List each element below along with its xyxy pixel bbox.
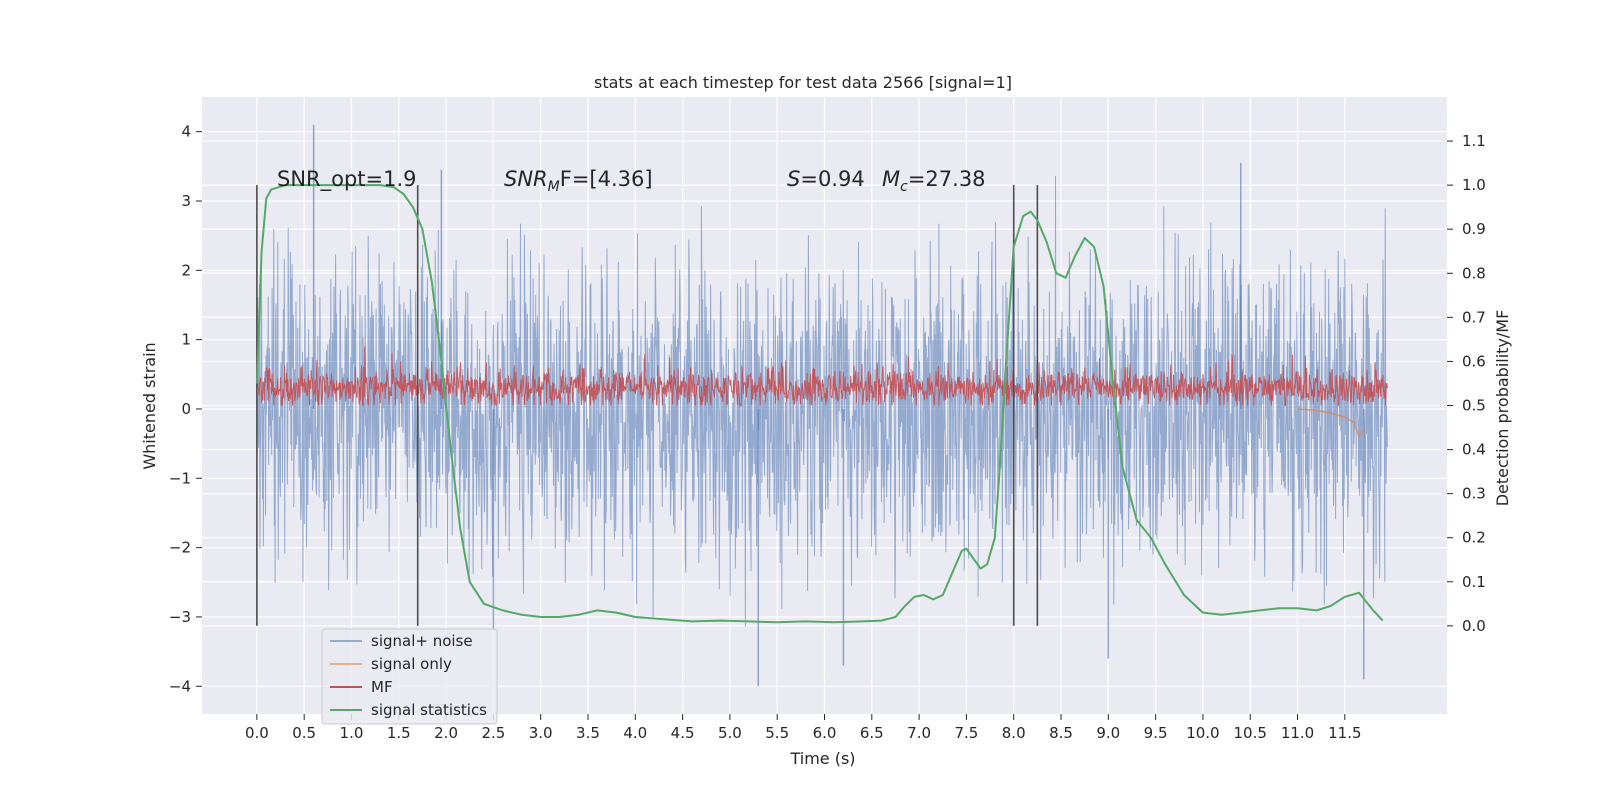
x-tick-label: 6.0 <box>813 724 837 742</box>
x-tick-label: 3.5 <box>576 724 600 742</box>
y-tick-label-left: 2 <box>181 261 191 279</box>
legend-label-signal-statistics: signal statistics <box>371 701 487 719</box>
x-tick-label: 10.5 <box>1234 724 1267 742</box>
s-label: S <box>787 167 800 191</box>
y-tick-label-left: −3 <box>169 608 191 626</box>
x-tick-label: 1.0 <box>340 724 364 742</box>
x-tick-label: 11.5 <box>1328 724 1361 742</box>
s-annotation: S=0.94 <box>787 167 865 191</box>
y-tick-label-right: 0.7 <box>1462 308 1486 326</box>
x-tick-label: 6.5 <box>860 724 884 742</box>
snr-mf-main: SNR <box>504 167 548 191</box>
x-tick-label: 5.0 <box>718 724 742 742</box>
snr-mf-annotation: SNRMF=[4.36] <box>504 167 653 195</box>
series-signal-only <box>1297 408 1365 439</box>
legend-label-mf: MF <box>371 678 393 696</box>
y-tick-label-right: 0.2 <box>1462 529 1486 547</box>
x-tick-label: 10.0 <box>1186 724 1219 742</box>
y-tick-label-right: 0.8 <box>1462 264 1486 282</box>
y-tick-label-left: −2 <box>169 539 191 557</box>
y-axis-left-label: Whitened strain <box>140 342 159 469</box>
y-tick-label-right: 1.0 <box>1462 176 1486 194</box>
y-tick-label-right: 0.6 <box>1462 352 1486 370</box>
y-axis-right-label: Detection probability/MF <box>1493 310 1512 507</box>
snr-mf-tail: F=[4.36] <box>560 167 653 191</box>
mc-label: M <box>882 167 900 191</box>
y-tick-label-right: 0.5 <box>1462 397 1486 415</box>
snr-mf-sub: M <box>548 179 560 195</box>
x-tick-label: 2.0 <box>434 724 458 742</box>
series-signal-statistics <box>255 184 1384 624</box>
y-tick-label-left: 1 <box>181 331 191 349</box>
x-tick-label: 8.5 <box>1049 724 1073 742</box>
x-tick-label: 9.5 <box>1144 724 1168 742</box>
legend: signal+ noise signal only MF signal stat… <box>321 628 498 725</box>
y-tick-label-right: 0.1 <box>1462 573 1486 591</box>
y-axis-left-ticks: 4 3 2 1 0 −1 −2 −3 −4 <box>169 123 202 695</box>
signal-only-trace <box>1297 408 1365 439</box>
snr-opt-annotation: SNR_opt=1.9 <box>277 167 417 192</box>
legend-box <box>321 628 498 725</box>
x-tick-label: 11.0 <box>1281 724 1314 742</box>
x-tick-label: 5.5 <box>765 724 789 742</box>
x-axis-ticks: 0.0 0.5 1.0 1.5 2.0 2.5 3.0 3.5 4.0 4.5 5.0 5.5 6.0 6… <box>245 714 1362 742</box>
y-tick-label-left: 3 <box>181 192 191 210</box>
y-tick-label-left: −1 <box>169 469 191 487</box>
x-tick-label: 9.0 <box>1096 724 1120 742</box>
x-tick-label: 0.5 <box>292 724 316 742</box>
x-tick-label: 4.0 <box>623 724 647 742</box>
signal-noise-trace <box>256 176 1388 627</box>
y-tick-label-right: 0.9 <box>1462 220 1486 238</box>
y-tick-label-right: 0.0 <box>1462 617 1486 635</box>
y-tick-label-right: 0.4 <box>1462 441 1486 459</box>
x-tick-label: 4.5 <box>671 724 695 742</box>
x-axis-label: Time (s) <box>789 749 855 768</box>
x-tick-label: 2.5 <box>481 724 505 742</box>
y-tick-label-left: 0 <box>181 400 191 418</box>
x-tick-label: 0.0 <box>245 724 269 742</box>
x-tick-label: 7.5 <box>954 724 978 742</box>
s-value: =0.94 <box>800 167 864 191</box>
legend-label-signal-only: signal only <box>371 655 452 673</box>
chart-title: stats at each timestep for test data 256… <box>594 73 1012 92</box>
x-tick-label: 8.0 <box>1002 724 1026 742</box>
y-tick-label-left: −4 <box>169 677 191 695</box>
mc-value: =27.38 <box>908 167 986 191</box>
y-tick-label-right: 0.3 <box>1462 485 1486 503</box>
y-axis-right-ticks: 1.1 1.0 0.9 0.8 0.7 0.6 0.5 0.4 0.3 0.2 0.1 0.0 <box>1447 132 1486 635</box>
y-tick-label-left: 4 <box>181 123 191 141</box>
mc-sub: c <box>900 179 908 195</box>
x-tick-label: 1.5 <box>387 724 411 742</box>
x-tick-label: 7.0 <box>907 724 931 742</box>
mc-annotation: Mc=27.38 <box>882 167 986 195</box>
legend-label-signal-noise: signal+ noise <box>371 632 473 650</box>
x-tick-label: 3.0 <box>529 724 553 742</box>
signal-statistics-trace <box>255 184 1384 624</box>
y-tick-label-right: 1.1 <box>1462 132 1486 150</box>
